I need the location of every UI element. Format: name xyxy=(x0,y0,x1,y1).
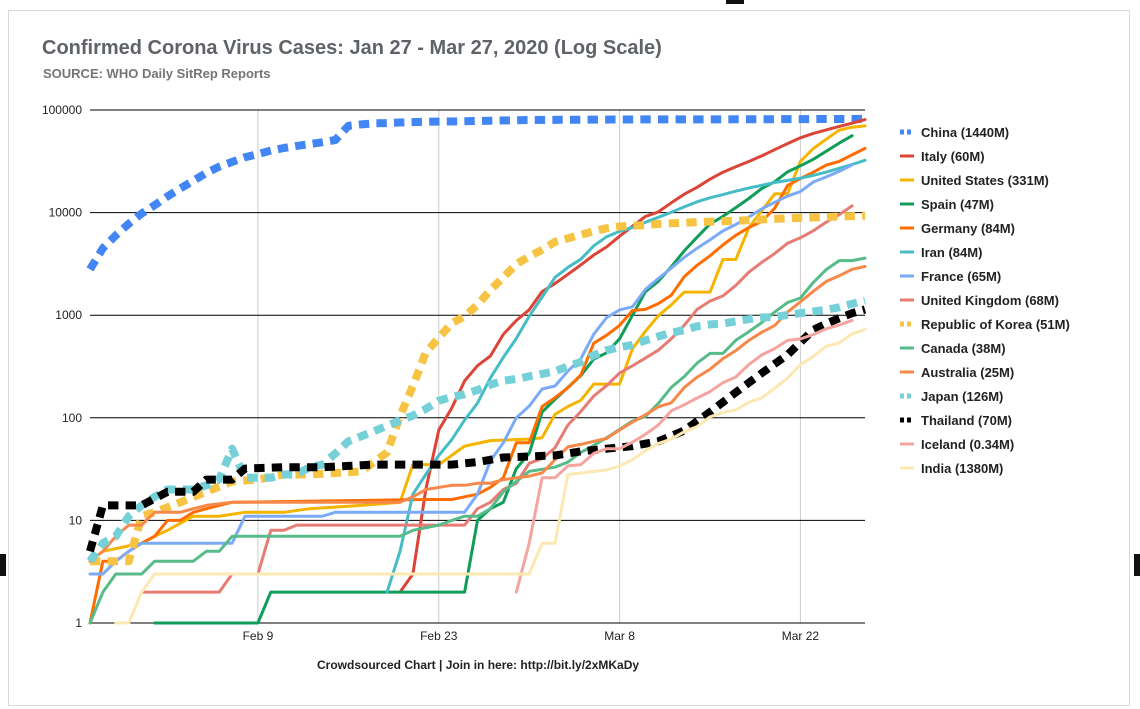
x-tick-label: Feb 23 xyxy=(420,629,458,643)
series-line-13 xyxy=(514,318,854,594)
series-line-10 xyxy=(88,265,867,563)
legend-label-9: Canada (38M) xyxy=(921,341,1006,356)
chart-footer-note: Crowdsourced Chart | Join in here: http:… xyxy=(317,658,640,672)
series-line-4 xyxy=(88,146,867,625)
series-line-0 xyxy=(86,114,866,272)
legend-label-1: Italy (60M) xyxy=(921,149,985,164)
legend-label-2: United States (331M) xyxy=(921,173,1049,188)
series-line-2 xyxy=(88,124,867,563)
series-layer xyxy=(86,114,867,625)
x-tick-label: Mar 8 xyxy=(604,629,635,643)
axis-layer: Feb 9 Feb 23 Mar 8 Mar 22 1 10 100 1000 10000 100… xyxy=(42,103,819,643)
legend-label-3: Spain (47M) xyxy=(921,197,994,212)
legend-label-10: Australia (25M) xyxy=(921,365,1014,380)
series-line-1 xyxy=(398,118,867,594)
chart-title: Confirmed Corona Virus Cases: Jan 27 - M… xyxy=(42,37,662,59)
series-line-11 xyxy=(86,296,866,564)
edge-mark-top xyxy=(726,0,744,4)
x-tick-label: Feb 9 xyxy=(243,629,274,643)
legend-label-13: Iceland (0.34M) xyxy=(921,437,1014,452)
edge-mark-left xyxy=(0,554,6,576)
series-line-9 xyxy=(88,256,867,625)
series-line-14 xyxy=(114,327,867,625)
legend-label-0: China (1440M) xyxy=(921,125,1009,140)
legend-label-8: Republic of Korea (51M) xyxy=(921,317,1070,332)
series-line-8 xyxy=(90,211,866,566)
series-line-6 xyxy=(88,163,854,576)
y-tick-label: 100000 xyxy=(42,103,82,117)
edge-mark-right xyxy=(1134,554,1140,576)
x-tick-label: Mar 22 xyxy=(782,629,820,643)
chart-subtitle: SOURCE: WHO Daily SitRep Reports xyxy=(43,66,271,81)
y-tick-label: 1000 xyxy=(55,308,82,322)
legend-label-14: India (1380M) xyxy=(921,461,1003,476)
y-tick-label: 100 xyxy=(62,411,82,425)
series-line-7 xyxy=(140,204,854,594)
legend: China (1440M) Italy (60M) United States (3… xyxy=(900,125,1070,476)
y-tick-label: 10000 xyxy=(49,206,83,220)
y-tick-label: 1 xyxy=(75,616,82,630)
legend-label-6: France (65M) xyxy=(921,269,1001,284)
series-line-12 xyxy=(86,305,867,553)
chart-frame xyxy=(8,10,1130,706)
legend-label-11: Japan (126M) xyxy=(921,389,1003,404)
y-tick-label: 10 xyxy=(69,513,83,527)
legend-label-12: Thailand (70M) xyxy=(921,413,1012,428)
legend-label-5: Iran (84M) xyxy=(921,245,982,260)
legend-label-7: United Kingdom (68M) xyxy=(921,293,1059,308)
legend-label-4: Germany (84M) xyxy=(921,221,1015,236)
